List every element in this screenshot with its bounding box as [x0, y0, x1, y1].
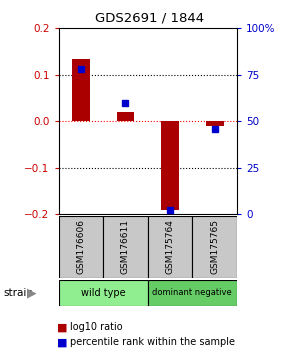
Bar: [58, 216, 103, 278]
Text: wild type: wild type: [81, 288, 125, 298]
Text: GSM176611: GSM176611: [121, 219, 130, 274]
Text: GSM175765: GSM175765: [210, 219, 219, 274]
Text: ■: ■: [57, 322, 68, 332]
Text: GSM175764: GSM175764: [166, 219, 175, 274]
Text: ■: ■: [57, 337, 68, 347]
Bar: [58, 280, 148, 306]
Bar: [192, 216, 237, 278]
Text: GSM176606: GSM176606: [76, 219, 85, 274]
Bar: [116, 112, 134, 121]
Text: dominant negative: dominant negative: [152, 289, 232, 297]
Bar: [72, 59, 90, 121]
Bar: [148, 280, 237, 306]
Bar: [161, 121, 179, 210]
Text: strain: strain: [3, 288, 33, 298]
Text: log10 ratio: log10 ratio: [70, 322, 123, 332]
Text: GDS2691 / 1844: GDS2691 / 1844: [95, 11, 205, 24]
Text: percentile rank within the sample: percentile rank within the sample: [70, 337, 236, 347]
Text: ▶: ▶: [27, 286, 36, 299]
Bar: [206, 121, 224, 126]
Bar: [103, 216, 148, 278]
Bar: [148, 216, 192, 278]
